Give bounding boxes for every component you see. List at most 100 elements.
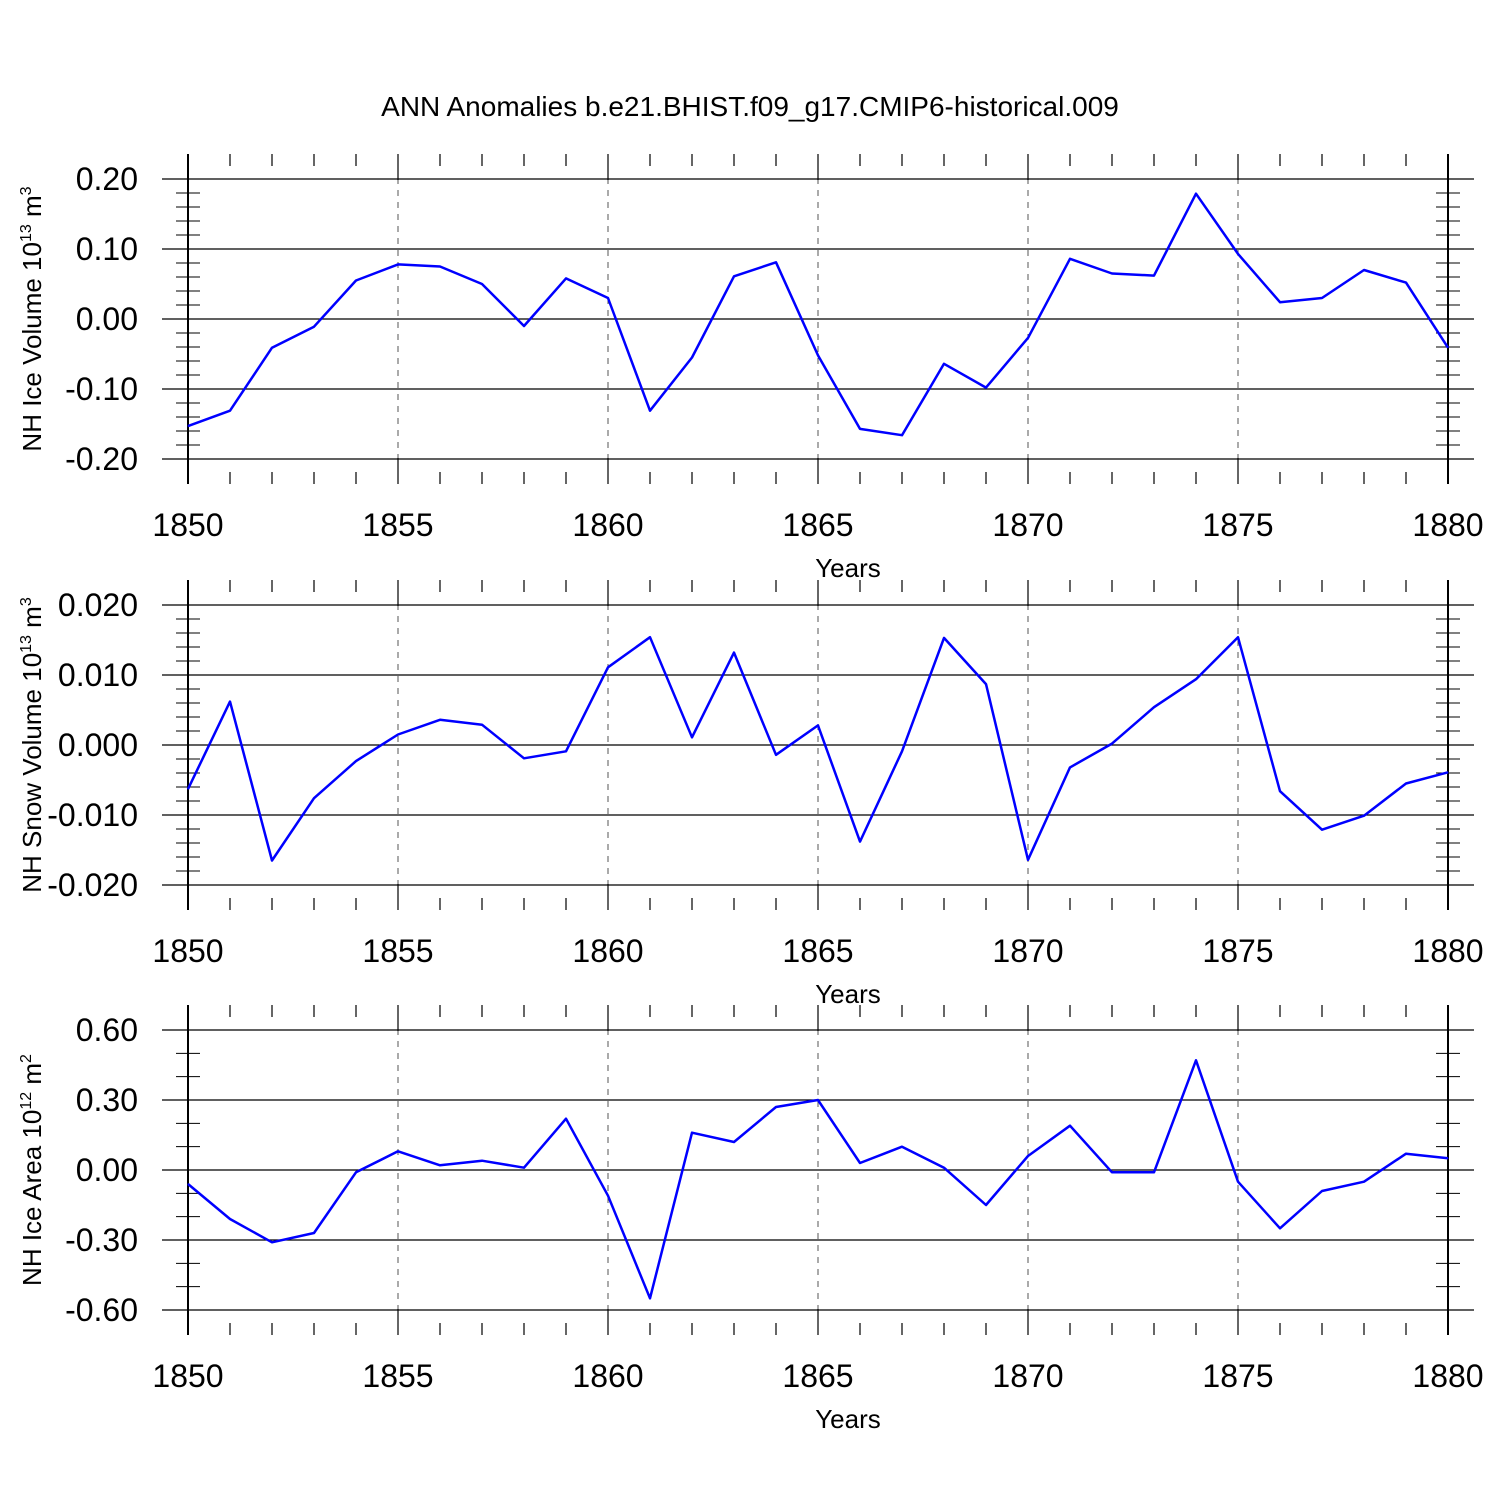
y-axis-title: NH Snow Volume 1013 m3 <box>17 597 47 893</box>
data-point <box>691 736 693 738</box>
y-tick-label: -0.20 <box>65 441 138 477</box>
y-tick-label: 0.60 <box>76 1012 138 1048</box>
data-point <box>775 754 777 756</box>
data-point <box>691 1132 693 1134</box>
x-tick-label: 1865 <box>782 933 853 969</box>
y-axis-title-main: NH Snow Volume 10 <box>17 653 47 893</box>
y-tick-label: 0.00 <box>76 301 138 337</box>
y-axis-title-unit-exponent: 2 <box>18 1054 35 1063</box>
data-point <box>439 1164 441 1166</box>
data-point <box>733 652 735 654</box>
data-point <box>1447 771 1449 773</box>
x-tick-label: 1875 <box>1202 1358 1273 1394</box>
data-point <box>733 275 735 277</box>
x-tick-label: 1855 <box>362 507 433 543</box>
y-tick-label: 0.00 <box>76 1152 138 1188</box>
x-tick-label: 1850 <box>152 507 223 543</box>
x-tick-label: 1865 <box>782 507 853 543</box>
data-point <box>397 1150 399 1152</box>
data-point <box>1195 1059 1197 1061</box>
y-axis-title-unit-exponent: 3 <box>18 186 35 195</box>
x-tick-label: 1870 <box>992 933 1063 969</box>
data-point <box>271 1241 273 1243</box>
x-axis-title: Years <box>815 553 881 583</box>
data-point <box>481 724 483 726</box>
data-point <box>313 1232 315 1234</box>
x-axis-title: Years <box>815 1404 881 1434</box>
data-point <box>313 797 315 799</box>
data-point <box>229 701 231 703</box>
data-point <box>229 410 231 412</box>
y-tick-label: -0.60 <box>65 1292 138 1328</box>
data-point <box>397 734 399 735</box>
x-tick-label: 1860 <box>572 933 643 969</box>
y-tick-label: 0.020 <box>58 587 138 623</box>
data-point <box>1111 743 1113 745</box>
panel-2: 1850 1855 1860 1865 1870 1875 1880 -0.020 -0.010… <box>17 580 1484 1009</box>
x-tick-label: 1860 <box>572 507 643 543</box>
y-tick-label: 0.000 <box>58 727 138 763</box>
data-point <box>607 297 609 299</box>
data-point <box>565 277 567 279</box>
data-point <box>1363 269 1365 271</box>
data-point <box>1027 1155 1029 1157</box>
data-point <box>817 1099 819 1101</box>
y-axis-title-exponent: 13 <box>18 224 35 242</box>
data-point <box>775 1106 777 1108</box>
x-tick-label: 1880 <box>1412 933 1483 969</box>
data-point <box>523 757 525 759</box>
x-tick-label: 1875 <box>1202 507 1273 543</box>
x-tick-label: 1870 <box>992 507 1063 543</box>
data-point <box>1153 706 1155 708</box>
y-tick-label: -0.020 <box>47 867 138 903</box>
data-point <box>649 636 651 638</box>
data-point <box>355 280 357 281</box>
data-point <box>523 1167 525 1169</box>
y-axis-title-unit: m <box>17 195 47 224</box>
data-point <box>1069 766 1071 768</box>
data-point <box>775 261 777 263</box>
data-point <box>1363 1181 1365 1183</box>
y-axis-title-unit: m <box>17 606 47 635</box>
panel-3: 1850 1855 1860 1865 1870 1875 1880 -0.60 -0.30 0.… <box>17 1005 1484 1434</box>
x-tick-label: 1855 <box>362 933 433 969</box>
data-point <box>187 425 189 427</box>
x-tick-label: 1855 <box>362 1358 433 1394</box>
data-point <box>1405 783 1407 784</box>
data-point <box>355 1171 357 1173</box>
data-point <box>397 263 399 265</box>
data-point <box>607 1195 609 1197</box>
x-tick-label: 1850 <box>152 933 223 969</box>
data-point <box>1195 678 1197 680</box>
panel-1: 1850 1855 1860 1865 1870 1875 1880 -0.20 -0.10 0.… <box>17 154 1484 583</box>
data-point <box>481 1160 483 1162</box>
data-point <box>1069 258 1071 260</box>
data-point <box>985 1204 987 1206</box>
figure-title: ANN Anomalies b.e21.BHIST.f09_g17.CMIP6-… <box>381 91 1119 122</box>
data-point <box>1027 859 1029 861</box>
data-point <box>565 1118 567 1120</box>
data-point <box>1363 815 1365 817</box>
y-axis-title-exponent: 13 <box>18 635 35 653</box>
data-point <box>271 860 273 861</box>
data-point <box>817 354 819 356</box>
data-point <box>1279 1227 1281 1229</box>
data-point <box>943 637 945 639</box>
data-point <box>1321 829 1323 831</box>
data-point <box>1405 282 1407 284</box>
y-tick-label: -0.010 <box>47 797 138 833</box>
data-point <box>187 1183 189 1185</box>
y-axis-title-main: NH Ice Volume 10 <box>17 242 47 452</box>
x-tick-label: 1850 <box>152 1358 223 1394</box>
x-tick-label: 1880 <box>1412 507 1483 543</box>
data-point <box>859 428 861 430</box>
y-tick-label: 0.010 <box>58 657 138 693</box>
data-point <box>523 325 525 327</box>
data-point <box>1237 253 1239 255</box>
data-point <box>943 1167 945 1169</box>
data-point <box>901 1146 903 1148</box>
y-axis-title: NH Ice Volume 1013 m3 <box>17 186 47 451</box>
data-point <box>691 357 693 358</box>
data-point <box>1279 790 1281 792</box>
y-axis-title: NH Ice Area 1012 m2 <box>17 1054 47 1286</box>
